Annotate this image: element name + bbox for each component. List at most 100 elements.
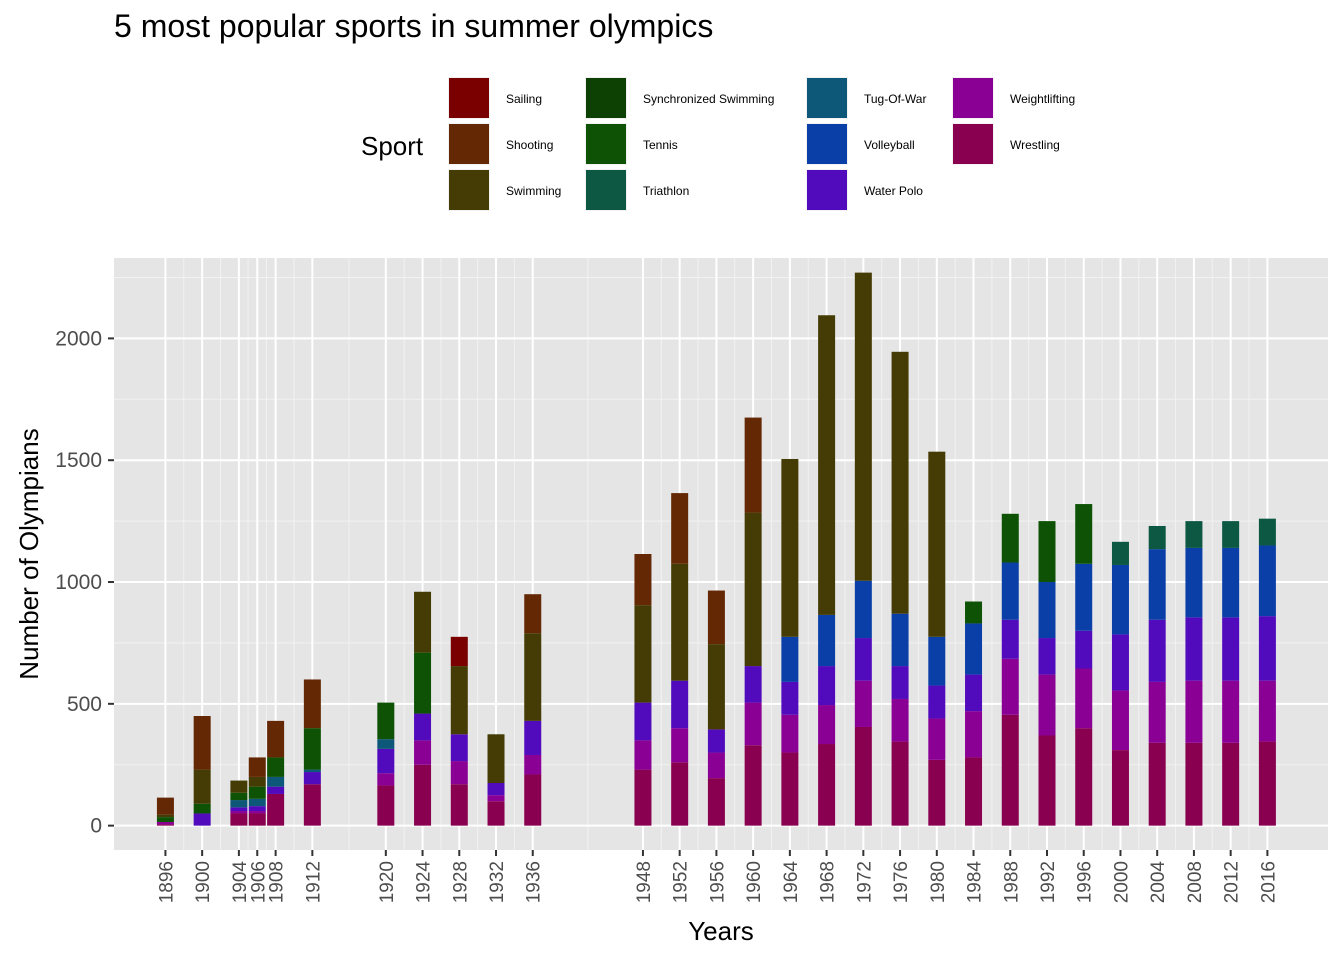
bar-segment-water-polo-1964: [781, 681, 799, 715]
bar-segment-shooting-1896: [156, 797, 174, 815]
bar-segment-wrestling-1920: [377, 785, 395, 826]
x-tick-label: 1968: [818, 861, 839, 903]
legend-key-tug-of-war: [806, 77, 848, 119]
bar-segment-wrestling-1936: [524, 774, 542, 826]
legend-label: Shooting: [506, 138, 554, 152]
bar-segment-water-polo-1900: [193, 813, 211, 826]
x-tick-label: 1912: [303, 861, 324, 903]
chart-title: 5 most popular sports in summer olympics: [114, 8, 714, 44]
bar-segment-volleyball-1964: [781, 636, 799, 682]
y-tick-label: 0: [90, 815, 102, 838]
bar-segment-volleyball-2004: [1148, 549, 1166, 620]
bar-segment-volleyball-2012: [1222, 547, 1240, 618]
bar-segment-wrestling-1928: [450, 784, 468, 826]
bar-segment-wrestling-1988: [1001, 714, 1019, 826]
x-tick-label: 1928: [450, 861, 471, 903]
bar-segment-wrestling-1980: [928, 759, 946, 826]
bar-segment-shooting-1936: [524, 594, 542, 634]
legend-key-weightlifting: [952, 77, 994, 119]
x-tick-label: 1976: [891, 861, 912, 903]
x-tick-label: 1964: [781, 861, 802, 904]
bar-segment-water-polo-1996: [1075, 630, 1093, 669]
x-tick-label: 1904: [230, 861, 251, 904]
x-tick-label: 1992: [1038, 861, 1059, 903]
x-tick-label: 1980: [928, 861, 949, 903]
bar-segment-wrestling-1960: [744, 745, 762, 826]
bar-segment-wrestling-1906: [248, 813, 266, 826]
legend-key-triathlon: [585, 169, 627, 211]
legend-label: Swimming: [506, 184, 562, 198]
bar-segment-tennis-1896: [156, 817, 174, 822]
bar-segment-triathlon-2004: [1148, 525, 1166, 550]
bar-segment-volleyball-1988: [1001, 562, 1019, 620]
legend-key-shooting: [448, 123, 490, 165]
legend-label: Volleyball: [864, 138, 915, 152]
bar-segment-swimming-1972: [854, 272, 872, 581]
x-tick-label: 2008: [1185, 861, 1206, 903]
legend-swatch: [807, 170, 847, 210]
legend-swatch: [449, 124, 489, 164]
bar-segment-tennis-1900: [193, 803, 211, 814]
bar-segment-wrestling-2016: [1258, 741, 1276, 826]
bar-segment-tennis-1984: [965, 601, 983, 624]
bar-segment-weightlifting-1896: [156, 821, 174, 825]
bar-segment-shooting-1906: [248, 757, 266, 777]
bar-segment-swimming-1896: [156, 814, 174, 818]
bar-segment-triathlon-2000: [1111, 541, 1129, 565]
x-tick-label: 1896: [156, 861, 177, 903]
legend-label: Wrestling: [1010, 138, 1060, 152]
bar-segment-weightlifting-1976: [891, 698, 909, 742]
bar-segment-volleyball-1968: [818, 614, 836, 667]
bar-segment-shooting-1948: [634, 554, 652, 606]
x-tick-label: 1932: [487, 861, 508, 903]
legend-swatch: [953, 78, 993, 118]
bar-segment-water-polo-1904: [230, 807, 248, 812]
bar-segment-tennis-1988: [1001, 513, 1019, 563]
legend-swatch: [449, 170, 489, 210]
bar-segment-wrestling-1996: [1075, 728, 1093, 826]
bar-segment-water-polo-1952: [671, 680, 689, 729]
bar-segment-sailing-1928: [450, 636, 468, 667]
bar-segment-volleyball-2016: [1258, 545, 1276, 617]
bar-segment-weightlifting-1920: [377, 773, 395, 786]
bar-segment-triathlon-2008: [1185, 521, 1203, 548]
bar-segment-weightlifting-1992: [1038, 674, 1056, 736]
bar-segment-volleyball-1980: [928, 636, 946, 686]
legend-key-synchronized-swimming: [585, 77, 627, 119]
legend-label: Synchronized Swimming: [643, 92, 775, 106]
bar-segment-water-polo-2016: [1258, 616, 1276, 681]
bar-segment-weightlifting-2008: [1185, 680, 1203, 743]
bar-segment-water-polo-1924: [414, 713, 432, 741]
legend-swatch: [586, 170, 626, 210]
bar-segment-water-polo-1948: [634, 702, 652, 741]
x-tick-label: 2012: [1222, 861, 1243, 903]
bar-segment-water-polo-1992: [1038, 638, 1056, 675]
legend-key-wrestling: [952, 123, 994, 165]
bar-segment-water-polo-2004: [1148, 619, 1166, 682]
bar-segment-water-polo-1976: [891, 666, 909, 699]
x-tick-label: 1900: [193, 861, 214, 903]
bar-segment-weightlifting-1906: [248, 811, 266, 814]
x-tick-label: 1988: [1001, 861, 1022, 903]
bar-segment-water-polo-1980: [928, 685, 946, 719]
bar-segment-wrestling-1984: [965, 757, 983, 826]
bar-segment-wrestling-2012: [1222, 742, 1240, 826]
bar-segment-water-polo-1936: [524, 720, 542, 755]
y-tick-label: 500: [67, 693, 102, 716]
y-tick-label: 1500: [55, 449, 102, 472]
x-tick-label: 2016: [1258, 861, 1279, 903]
bar-segment-shooting-1956: [707, 590, 725, 645]
bar-segment-shooting-1960: [744, 417, 762, 513]
bar-segment-water-polo-2012: [1222, 617, 1240, 681]
bar-segment-volleyball-1996: [1075, 563, 1093, 631]
bar-segment-wrestling-1924: [414, 764, 432, 826]
bar-segment-shooting-1908: [267, 720, 285, 758]
legend-swatch: [807, 78, 847, 118]
bar-segment-shooting-1952: [671, 493, 689, 564]
legend-key-tennis: [585, 123, 627, 165]
x-tick-label: 1948: [634, 861, 655, 903]
bar-segment-water-polo-1908: [267, 786, 285, 794]
legend-swatch: [586, 124, 626, 164]
x-tick-label: 1984: [965, 861, 986, 904]
